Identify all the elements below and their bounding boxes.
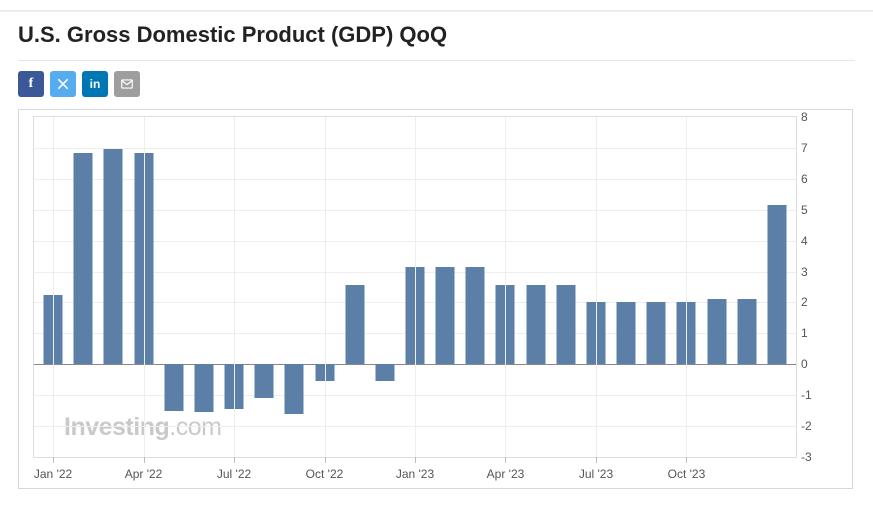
chart-bar[interactable] (647, 302, 666, 364)
y-axis-label: 5 (801, 203, 826, 217)
y-axis-label: 6 (801, 172, 826, 186)
x-axis-label: Oct '23 (668, 467, 706, 481)
y-axis-label: 4 (801, 234, 826, 248)
linkedin-icon: in (90, 77, 101, 91)
x-tick (596, 457, 597, 463)
y-axis-label: -3 (801, 450, 826, 464)
chart-plot-area: Investing.com -3-2-1012345678Jan '22Apr … (33, 116, 797, 458)
title-divider (18, 60, 855, 61)
chart-bar[interactable] (164, 364, 183, 410)
page-root: U.S. Gross Domestic Product (GDP) QoQ f … (0, 0, 873, 525)
grid-v (596, 117, 597, 457)
chart-bar[interactable] (526, 285, 545, 364)
x-tick (53, 457, 54, 463)
chart-bar[interactable] (707, 299, 726, 364)
grid-v (415, 117, 416, 457)
grid-v (505, 117, 506, 457)
grid-v (686, 117, 687, 457)
chart-bar[interactable] (466, 267, 485, 364)
y-axis-label: -2 (801, 419, 826, 433)
chart-bar[interactable] (617, 302, 636, 364)
chart-bar[interactable] (74, 153, 93, 365)
chart-bar[interactable] (737, 299, 756, 364)
grid-v (144, 117, 145, 457)
chart-container: Investing.com -3-2-1012345678Jan '22Apr … (18, 109, 853, 489)
x-tick (686, 457, 687, 463)
chart-bar[interactable] (436, 267, 455, 364)
top-rule (0, 10, 873, 12)
x-tick (415, 457, 416, 463)
grid-v (234, 117, 235, 457)
y-axis-label: 1 (801, 326, 826, 340)
chart-bar[interactable] (255, 364, 274, 398)
x-tick (325, 457, 326, 463)
chart-bar[interactable] (767, 205, 786, 364)
share-facebook-button[interactable]: f (18, 71, 44, 97)
chart-bar[interactable] (194, 364, 213, 412)
y-axis-label: -1 (801, 388, 826, 402)
mail-icon (120, 77, 134, 91)
y-axis-label: 3 (801, 265, 826, 279)
x-axis-label: Apr '22 (125, 467, 163, 481)
x-tick (505, 457, 506, 463)
x-axis-label: Jan '22 (34, 467, 72, 481)
facebook-icon: f (29, 76, 34, 92)
share-linkedin-button[interactable]: in (82, 71, 108, 97)
x-axis-label: Apr '23 (487, 467, 525, 481)
page-title: U.S. Gross Domestic Product (GDP) QoQ (18, 22, 855, 48)
x-tick (144, 457, 145, 463)
y-axis-label: 8 (801, 110, 826, 124)
share-twitter-button[interactable] (50, 71, 76, 97)
x-axis-label: Jul '22 (217, 467, 251, 481)
x-tick (234, 457, 235, 463)
x-axis-label: Jul '23 (579, 467, 613, 481)
share-email-button[interactable] (114, 71, 140, 97)
grid-v (325, 117, 326, 457)
chart-bar[interactable] (104, 149, 123, 364)
y-axis-label: 7 (801, 141, 826, 155)
share-bar: f in (18, 71, 855, 97)
chart-bar[interactable] (375, 364, 394, 381)
twitter-x-icon (56, 77, 70, 91)
chart-bar[interactable] (345, 285, 364, 364)
grid-v (53, 117, 54, 457)
x-axis-label: Jan '23 (396, 467, 434, 481)
chart-bar[interactable] (556, 285, 575, 364)
chart-bar[interactable] (285, 364, 304, 413)
y-axis-label: 2 (801, 295, 826, 309)
x-axis-label: Oct '22 (306, 467, 344, 481)
y-axis-label: 0 (801, 357, 826, 371)
